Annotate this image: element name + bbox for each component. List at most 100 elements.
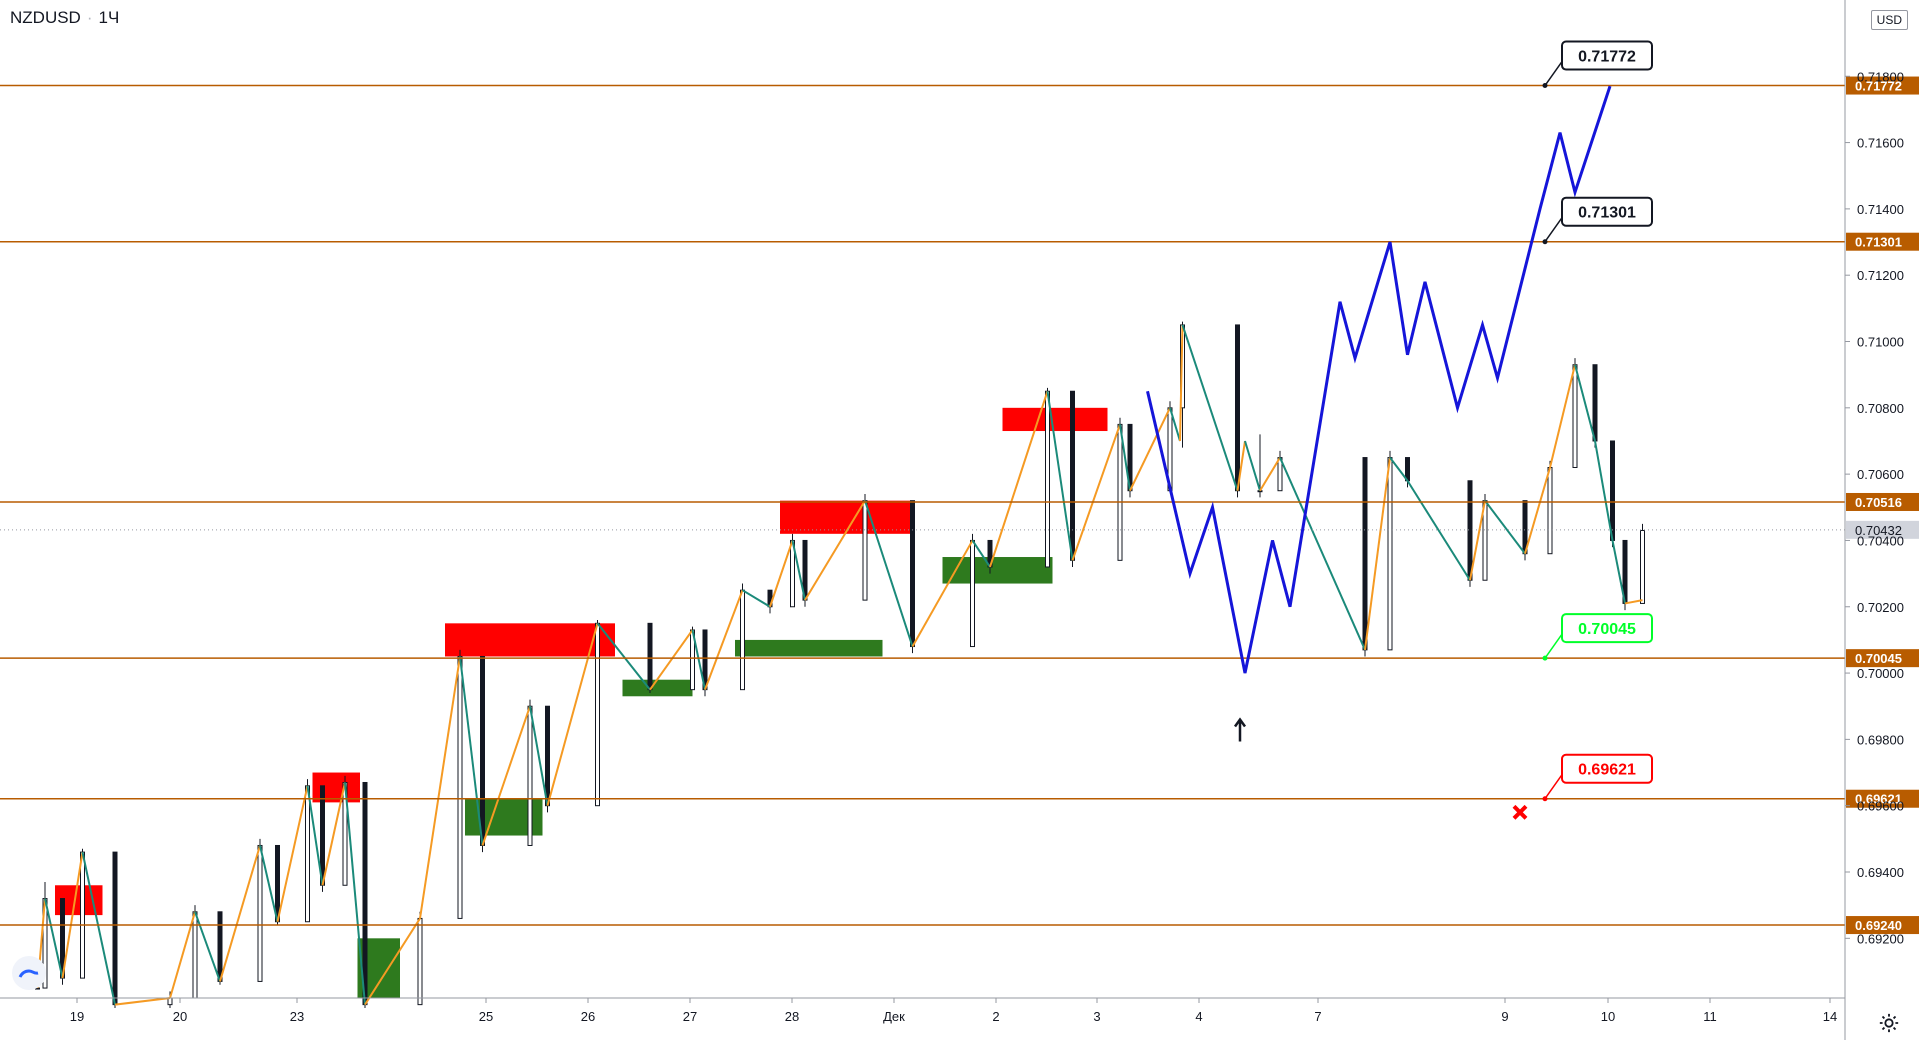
candle-body bbox=[1070, 390, 1075, 561]
zigzag-leg bbox=[1484, 500, 1526, 555]
zigzag-leg bbox=[596, 622, 651, 691]
supply-zone bbox=[1002, 407, 1108, 432]
zigzag-leg bbox=[1624, 599, 1643, 605]
callout-label: 0.70045 bbox=[1578, 621, 1636, 638]
demand-zone bbox=[942, 557, 1053, 584]
separator: · bbox=[86, 8, 93, 27]
zigzag-leg bbox=[1611, 540, 1626, 604]
callout-label: 0.71301 bbox=[1578, 205, 1636, 222]
candle-body bbox=[1547, 467, 1553, 555]
callout-box bbox=[1561, 613, 1653, 644]
zigzag-leg bbox=[276, 785, 309, 922]
candle-body bbox=[702, 629, 708, 691]
candle-body bbox=[1117, 423, 1123, 561]
time-tick-label: 7 bbox=[1314, 1009, 1321, 1024]
price-tick-label: 0.71200 bbox=[1857, 268, 1904, 283]
zigzag-leg bbox=[1046, 391, 1074, 561]
level-price-tag bbox=[1846, 916, 1919, 935]
price-tick-label: 0.69400 bbox=[1857, 865, 1904, 880]
zigzag-leg bbox=[741, 589, 771, 608]
candle-body bbox=[740, 589, 745, 691]
price-tick-label: 0.71000 bbox=[1857, 335, 1904, 350]
zigzag-leg bbox=[481, 705, 531, 846]
current-price-label: 0.70432 bbox=[1855, 523, 1902, 538]
zigzag-leg bbox=[194, 911, 221, 982]
zigzag-leg bbox=[321, 782, 346, 886]
time-tick-label: 23 bbox=[290, 1009, 304, 1024]
candle-body bbox=[112, 851, 118, 1006]
zigzag-leg bbox=[1406, 480, 1471, 581]
level-price-tag bbox=[1846, 789, 1919, 808]
gear-icon[interactable] bbox=[1878, 1012, 1900, 1034]
symbol-title[interactable]: NZDUSD · 1Ч bbox=[10, 8, 119, 28]
candle-body bbox=[217, 911, 223, 982]
candle-body bbox=[802, 539, 808, 601]
candle-body bbox=[1640, 529, 1645, 604]
current-price-tag bbox=[1846, 520, 1919, 539]
candle-body bbox=[1592, 364, 1598, 442]
level-price-tag bbox=[1846, 492, 1919, 511]
zigzag-leg bbox=[1594, 440, 1614, 541]
zigzag-leg bbox=[1179, 324, 1184, 441]
level-price-label: 0.69621 bbox=[1855, 792, 1902, 807]
zigzag-leg bbox=[419, 656, 461, 919]
price-axis: 0.69200 0.69400 0.69600 0.69800 0.70000 0.702… bbox=[1844, 0, 1904, 1040]
price-tick-label: 0.70000 bbox=[1857, 666, 1904, 681]
zigzag-leg bbox=[691, 629, 706, 690]
zigzag-leg bbox=[344, 782, 366, 1005]
price-tick-label: 0.69200 bbox=[1857, 931, 1904, 946]
level-price-tag bbox=[1846, 232, 1919, 251]
zigzag-leg bbox=[169, 911, 196, 999]
candle-body bbox=[527, 705, 533, 846]
zigzag-leg bbox=[364, 917, 421, 1006]
demand-zone bbox=[735, 639, 883, 657]
price-tick-label: 0.69600 bbox=[1857, 799, 1904, 814]
candle-body bbox=[1467, 480, 1473, 581]
candle-body bbox=[1610, 440, 1615, 541]
zigzag-leg bbox=[61, 851, 84, 979]
zigzag-leg bbox=[1364, 457, 1391, 650]
zigzag-leg bbox=[546, 623, 599, 806]
up-arrow-icon bbox=[1233, 717, 1247, 742]
candle-body bbox=[647, 622, 653, 691]
callout-label: 0.69621 bbox=[1578, 762, 1636, 779]
candle-body bbox=[305, 785, 310, 923]
supply-zone bbox=[312, 772, 360, 803]
level-price-tag bbox=[1846, 649, 1919, 668]
zigzag-leg bbox=[1119, 424, 1131, 491]
zigzag-leg bbox=[259, 845, 279, 922]
candle-body bbox=[417, 917, 423, 1006]
time-tick-label: 2 bbox=[992, 1009, 999, 1024]
candle-body bbox=[595, 622, 600, 807]
callout-leader bbox=[1544, 774, 1563, 800]
level-price-label: 0.71772 bbox=[1855, 79, 1902, 94]
zigzag-leg bbox=[44, 898, 64, 979]
time-tick-label: 25 bbox=[479, 1009, 493, 1024]
symbol-name: NZDUSD bbox=[10, 8, 81, 27]
horizontal-levels: 0.71772 0.71301 0.70516 0.70045 0.69621 0.692… bbox=[0, 76, 1919, 935]
forecast-line bbox=[1146, 85, 1612, 674]
stop-cross-icon bbox=[1512, 804, 1528, 820]
level-price-label: 0.70516 bbox=[1855, 495, 1902, 510]
zigzag-leg bbox=[1469, 500, 1486, 581]
currency-badge[interactable]: USD bbox=[1870, 10, 1908, 30]
time-tick-label: 11 bbox=[1703, 1009, 1717, 1024]
zigzag-leg bbox=[114, 997, 171, 1006]
callout-box bbox=[1561, 40, 1653, 71]
callout-box bbox=[1561, 196, 1653, 227]
tradingview-logo-icon[interactable] bbox=[12, 956, 46, 990]
candle-body bbox=[480, 655, 485, 846]
time-axis: 19 20 23 25 26 27 28 Дек 2 3 4 7 9 10 11 14 bbox=[0, 997, 1845, 1024]
zigzag-leg bbox=[1574, 364, 1596, 442]
time-tick-label: 14 bbox=[1823, 1009, 1837, 1024]
time-tick-label: 19 bbox=[70, 1009, 84, 1024]
time-tick-label: 26 bbox=[581, 1009, 595, 1024]
time-tick-label: 27 bbox=[683, 1009, 697, 1024]
demand-zone bbox=[622, 679, 693, 697]
zigzag-leg bbox=[1279, 457, 1366, 651]
supply-zone bbox=[445, 623, 615, 657]
zigzag-leg bbox=[971, 539, 991, 568]
zigzag-leg bbox=[704, 589, 744, 691]
zigzag-leg bbox=[791, 540, 806, 601]
